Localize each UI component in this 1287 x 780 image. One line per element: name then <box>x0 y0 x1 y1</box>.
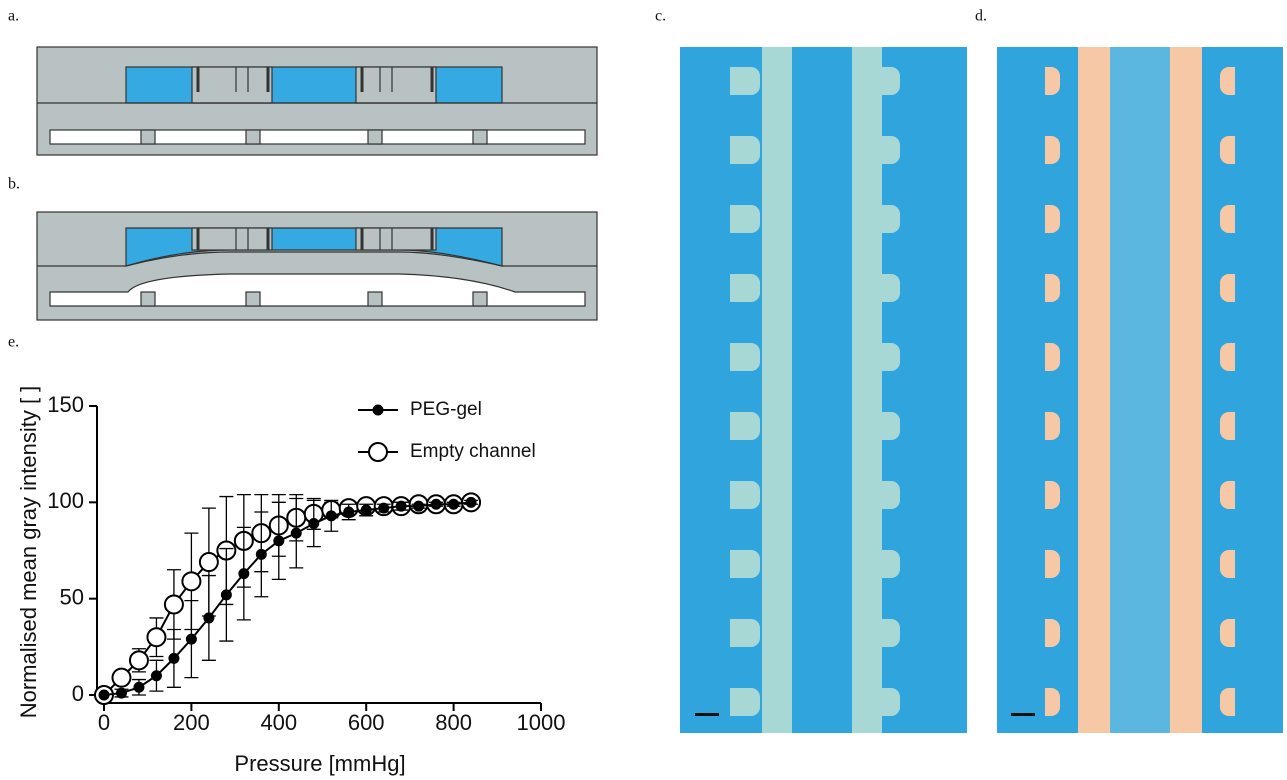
panel-label: a. <box>8 8 19 25</box>
micrograph-d <box>997 47 1283 733</box>
data-point <box>344 507 353 516</box>
x-tick-label: 600 <box>348 710 385 735</box>
series-line <box>104 502 471 695</box>
x-axis-label: Pressure [mmHg] <box>234 751 405 776</box>
data-point <box>204 613 213 622</box>
y-tick-label: 100 <box>47 488 84 513</box>
y-tick-label: 0 <box>72 681 84 706</box>
data-point <box>117 689 126 698</box>
diagram-a <box>37 47 597 155</box>
panel-label: e. <box>8 334 19 351</box>
data-point <box>274 536 283 545</box>
data-point <box>134 683 143 692</box>
data-point <box>182 572 200 590</box>
data-point <box>432 500 441 509</box>
panel-label: c. <box>655 8 666 25</box>
data-point <box>100 691 109 700</box>
y-tick-label: 150 <box>47 392 84 417</box>
data-point <box>147 628 165 646</box>
series-line <box>104 502 471 695</box>
x-tick-label: 1000 <box>517 710 566 735</box>
data-point <box>414 502 423 511</box>
data-point <box>292 529 301 538</box>
data-point <box>449 500 458 509</box>
y-tick-label: 50 <box>60 584 84 609</box>
data-point <box>112 669 130 687</box>
data-point <box>257 550 266 559</box>
data-point <box>327 511 336 520</box>
data-point <box>165 595 183 613</box>
legend-label: Empty channel <box>410 441 536 462</box>
x-tick-label: 200 <box>173 710 210 735</box>
y-axis-label: Normalised mean gray intensity [ ] <box>16 386 41 719</box>
data-point <box>200 553 218 571</box>
panel-label: b. <box>8 176 20 193</box>
data-point <box>222 590 231 599</box>
x-tick-label: 0 <box>98 710 110 735</box>
data-point <box>187 635 196 644</box>
data-point <box>309 519 318 528</box>
diagram-b <box>37 212 597 320</box>
figure: a. b. c. d. e. <box>0 0 1287 780</box>
micrograph-c <box>680 47 967 733</box>
data-point <box>397 502 406 511</box>
legend-marker <box>369 443 387 461</box>
x-tick-label: 400 <box>260 710 297 735</box>
data-point <box>169 654 178 663</box>
legend-marker <box>374 406 383 415</box>
x-tick-label: 800 <box>435 710 472 735</box>
data-point <box>467 498 476 507</box>
data-point <box>362 506 371 515</box>
data-point <box>152 671 161 680</box>
legend-label: PEG-gel <box>410 399 482 420</box>
data-point <box>130 651 148 669</box>
panel-label: d. <box>975 8 987 25</box>
data-point <box>239 569 248 578</box>
data-point <box>379 504 388 513</box>
